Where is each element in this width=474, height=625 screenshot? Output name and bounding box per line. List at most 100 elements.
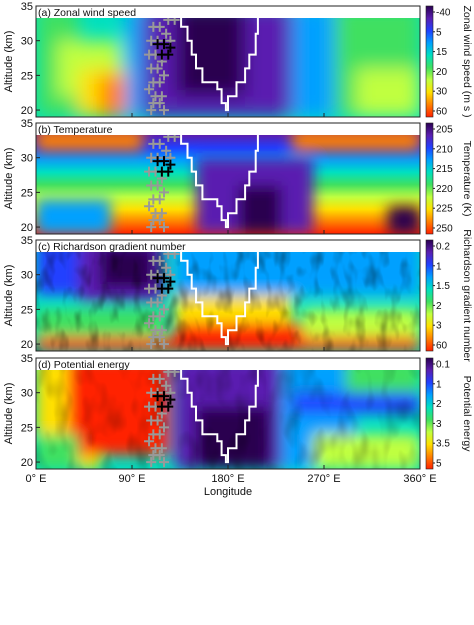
gray-cross-marker: [154, 255, 165, 266]
y-tick-label: 20: [21, 105, 33, 117]
black-cross-marker: [163, 401, 174, 412]
colorbar: [425, 122, 434, 235]
y-tick-label: 30: [21, 36, 33, 48]
panel-a: (a) Zonal wind speed 20 25 30 35 Altitude (km…: [3, 1, 473, 118]
panel-title: (c) Richardson gradient number: [38, 241, 186, 253]
colorbar-tick-label: 5: [436, 27, 442, 38]
gray-cross-marker: [159, 222, 169, 233]
colorbar-tick-label: 220: [436, 184, 453, 195]
contour-line: [180, 358, 259, 464]
y-tick-label: 25: [21, 422, 33, 434]
colorbar-tick-label: 3: [436, 419, 442, 430]
colorbar-tick-label: 250: [436, 224, 453, 235]
contour-line: [180, 240, 259, 346]
heatmap-field: [36, 358, 420, 469]
colorbar: [425, 5, 434, 118]
heatmap-region: [356, 68, 420, 117]
heatmap-field: [36, 123, 420, 234]
marker-group: [144, 241, 180, 350]
colorbar-label: Richardson gradient number: [461, 229, 473, 362]
panel-b: (b) Temperature 20 25 30 35 Altitude (km) 205 2…: [3, 118, 473, 235]
black-cross-marker: [163, 166, 174, 177]
y-tick-label: 35: [21, 353, 33, 365]
gray-cross-marker: [159, 304, 169, 315]
colorbar-tick-label: 20: [436, 67, 448, 78]
gray-cross-marker: [156, 91, 167, 102]
gray-cross-marker: [161, 145, 172, 156]
y-tick-label: 30: [21, 270, 33, 282]
gray-cross-marker: [146, 222, 157, 233]
panel-title: (b) Temperature: [38, 124, 113, 136]
x-tick-label: 90° E: [118, 473, 145, 485]
x-tick-label: 0° E: [26, 473, 47, 485]
black-cross-marker: [159, 39, 169, 50]
colorbar-tick-label: 0.2: [436, 242, 450, 253]
x-tick-label: 180° E: [211, 473, 244, 485]
y-axis-label: Altitude (km): [3, 148, 15, 210]
gray-cross-marker: [154, 450, 165, 461]
black-cross-marker: [165, 159, 176, 170]
panel-title-bar: [36, 6, 420, 18]
colorbar-label: Zonal wind speed (m s ): [461, 5, 473, 117]
gray-cross-marker: [156, 443, 167, 454]
panel-title-bar: [36, 358, 420, 370]
gray-cross-marker: [154, 194, 165, 205]
colorbar-tick-label: 15: [436, 47, 448, 58]
heatmap-region: [36, 199, 111, 234]
colorbar-tick-label: 60: [436, 341, 448, 352]
panel-c: (c) Richardson gradient number 20 25 30 35 Al…: [3, 229, 473, 362]
colorbar-tick-label: 5: [436, 459, 442, 470]
y-tick-label: 35: [21, 235, 33, 247]
gray-cross-marker: [159, 457, 169, 468]
y-axis-label: Altitude (km): [3, 383, 15, 445]
colorbar: [425, 239, 434, 352]
colorbar-tick-label: 60: [436, 107, 448, 118]
gray-cross-marker: [161, 380, 172, 391]
colorbar-label: Temperature (K): [461, 141, 473, 217]
gray-cross-marker: [154, 311, 165, 322]
x-axis-label: Longitude: [204, 486, 252, 498]
gray-cross-marker: [146, 105, 157, 116]
heatmap-region: [388, 206, 420, 234]
heatmap-region: [176, 6, 246, 97]
gray-cross-marker: [152, 297, 163, 308]
heatmap-region: [292, 129, 420, 151]
y-tick-label: 25: [21, 70, 33, 82]
gray-cross-marker: [154, 21, 165, 32]
black-cross-marker: [159, 391, 169, 402]
colorbar-tick-label: 3.5: [436, 439, 450, 450]
panel-title-bar: [36, 240, 420, 252]
colorbar-tick-label: 210: [436, 144, 453, 155]
y-tick-label: 35: [21, 118, 33, 130]
black-cross-marker: [159, 273, 169, 284]
gray-cross-marker: [159, 187, 169, 198]
panel-title: (a) Zonal wind speed: [38, 7, 136, 19]
y-tick-label: 20: [21, 222, 33, 234]
heatmap-field: [36, 240, 420, 351]
gray-cross-marker: [156, 208, 167, 219]
gray-cross-marker: [159, 422, 169, 433]
gray-cross-marker: [144, 436, 155, 447]
colorbar-label: Potential energy: [461, 376, 473, 453]
black-cross-marker: [165, 394, 176, 405]
x-tick-label: 360° E: [403, 473, 436, 485]
colorbar-tick-label: 2: [436, 399, 442, 410]
colorbar: [425, 357, 434, 470]
gray-cross-marker: [152, 180, 163, 191]
gray-cross-marker: [154, 98, 165, 109]
contour-line: [180, 123, 259, 229]
black-cross-marker: [159, 156, 169, 167]
y-tick-label: 20: [21, 457, 33, 469]
gray-cross-marker: [159, 105, 169, 116]
gray-cross-marker: [152, 415, 163, 426]
colorbar-tick-label: 2: [436, 301, 442, 312]
gray-cross-marker: [159, 339, 169, 350]
x-tick-label: 270° E: [307, 473, 340, 485]
gray-cross-marker: [154, 429, 165, 440]
gray-cross-marker: [159, 70, 169, 81]
y-tick-label: 20: [21, 339, 33, 351]
gray-cross-marker: [144, 201, 155, 212]
black-cross-marker: [163, 283, 174, 294]
colorbar-tick-label: 1: [436, 261, 442, 272]
